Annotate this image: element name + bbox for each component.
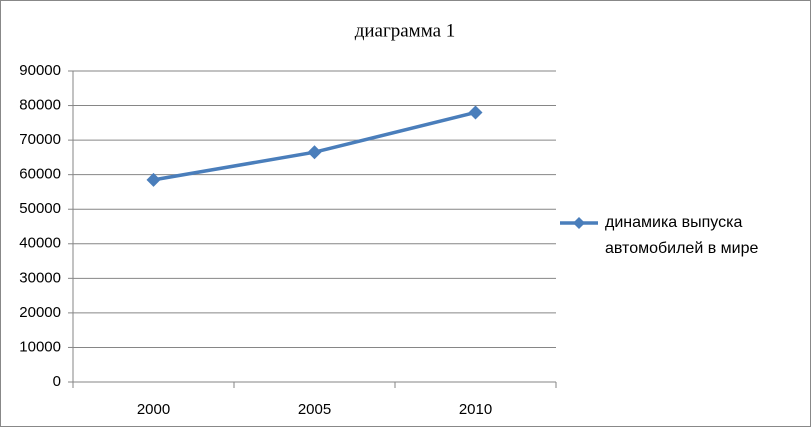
y-tick-label: 20000 (19, 304, 61, 321)
legend-marker (573, 217, 585, 229)
y-tick-label: 70000 (19, 131, 61, 148)
y-tick-label: 30000 (19, 269, 61, 286)
x-tick-label: 2005 (298, 401, 331, 418)
chart-title: диаграмма 1 (355, 20, 456, 41)
marker (146, 172, 161, 187)
y-tick-label: 0 (53, 373, 61, 390)
marker (307, 145, 322, 160)
y-tick-label: 10000 (19, 338, 61, 355)
y-tick-label: 60000 (19, 166, 61, 183)
y-tick-label: 40000 (19, 235, 61, 252)
marker (468, 105, 483, 120)
y-tick-label: 50000 (19, 200, 61, 217)
y-tick-label: 90000 (19, 62, 61, 79)
x-tick-label: 2000 (137, 401, 170, 418)
x-tick-label: 2010 (459, 401, 492, 418)
y-tick-label: 80000 (19, 97, 61, 114)
legend-label: динамика выпуска автомобилей в мире (605, 214, 759, 257)
